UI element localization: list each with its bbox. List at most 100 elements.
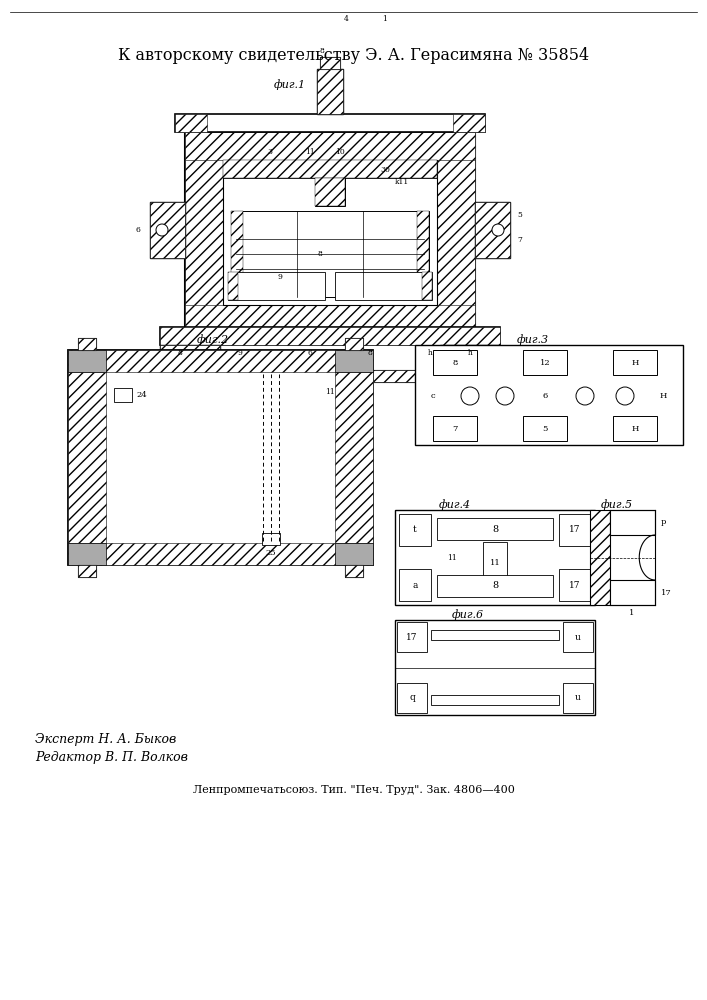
Bar bbox=[320, 57, 340, 69]
Bar bbox=[320, 57, 340, 69]
Text: 25: 25 bbox=[266, 549, 276, 557]
Bar bbox=[395, 620, 595, 715]
Circle shape bbox=[492, 224, 504, 236]
Text: 8: 8 bbox=[452, 359, 457, 367]
Circle shape bbox=[576, 387, 594, 405]
Text: 4: 4 bbox=[344, 15, 349, 23]
Bar bbox=[160, 345, 220, 370]
Bar bbox=[228, 272, 325, 300]
Text: u: u bbox=[575, 694, 581, 702]
Bar bbox=[483, 542, 507, 593]
Circle shape bbox=[616, 387, 634, 405]
Bar bbox=[228, 272, 238, 300]
Bar bbox=[590, 510, 610, 605]
Bar bbox=[437, 132, 475, 327]
Bar bbox=[223, 160, 437, 178]
Text: 7: 7 bbox=[452, 425, 457, 433]
Text: 30: 30 bbox=[380, 166, 390, 174]
Bar bbox=[335, 350, 373, 565]
Bar bbox=[78, 338, 96, 350]
Bar bbox=[317, 69, 343, 114]
Bar bbox=[610, 510, 655, 535]
Bar bbox=[335, 350, 373, 372]
Bar bbox=[160, 327, 500, 345]
Text: H: H bbox=[631, 359, 638, 367]
Text: фиг.4: фиг.4 bbox=[439, 500, 471, 510]
Text: 8: 8 bbox=[368, 349, 373, 357]
Bar bbox=[262, 533, 280, 545]
Text: t: t bbox=[413, 526, 417, 534]
Bar bbox=[335, 272, 432, 300]
Bar bbox=[397, 683, 427, 713]
Text: 24: 24 bbox=[136, 391, 147, 399]
Bar bbox=[431, 630, 559, 640]
Text: 5: 5 bbox=[542, 425, 548, 433]
Bar bbox=[523, 416, 567, 441]
Bar bbox=[590, 510, 610, 605]
Bar bbox=[150, 202, 185, 258]
Text: 17: 17 bbox=[569, 580, 580, 589]
Bar bbox=[150, 370, 510, 382]
Text: 6: 6 bbox=[542, 392, 548, 400]
Text: фиг.2: фиг.2 bbox=[197, 335, 229, 345]
Bar bbox=[563, 622, 593, 652]
Text: 1: 1 bbox=[382, 15, 387, 23]
Bar bbox=[613, 350, 657, 375]
Text: a: a bbox=[412, 580, 418, 589]
Bar bbox=[223, 160, 437, 178]
Text: 8: 8 bbox=[492, 524, 498, 534]
Text: k11: k11 bbox=[395, 178, 409, 186]
Text: фиг.3: фиг.3 bbox=[517, 335, 549, 345]
Bar bbox=[422, 272, 432, 300]
Bar bbox=[437, 518, 553, 540]
Bar bbox=[397, 622, 427, 652]
Bar bbox=[523, 350, 567, 375]
Bar bbox=[160, 327, 500, 345]
Text: 8: 8 bbox=[320, 47, 325, 55]
Bar bbox=[415, 345, 683, 445]
Text: 6: 6 bbox=[308, 349, 312, 357]
Text: 11: 11 bbox=[325, 388, 335, 396]
Bar bbox=[223, 160, 437, 305]
Bar bbox=[114, 388, 132, 402]
Bar bbox=[399, 514, 431, 546]
Bar bbox=[185, 132, 223, 327]
Text: Редактор В. П. Волков: Редактор В. П. Волков bbox=[35, 752, 188, 764]
Text: фиг.1: фиг.1 bbox=[274, 80, 306, 90]
Text: H: H bbox=[631, 425, 638, 433]
Bar bbox=[315, 178, 345, 206]
Circle shape bbox=[461, 387, 479, 405]
Bar bbox=[68, 350, 106, 372]
Bar bbox=[563, 683, 593, 713]
Bar bbox=[417, 211, 429, 297]
Bar bbox=[613, 416, 657, 441]
Bar bbox=[437, 575, 553, 597]
Text: 3: 3 bbox=[267, 148, 272, 156]
Bar bbox=[68, 350, 373, 372]
Text: 6: 6 bbox=[136, 226, 141, 234]
Bar bbox=[610, 580, 655, 605]
Bar bbox=[175, 114, 207, 132]
Text: 12: 12 bbox=[539, 359, 550, 367]
Text: 8: 8 bbox=[317, 250, 322, 258]
Text: c: c bbox=[431, 392, 436, 400]
Bar bbox=[150, 370, 510, 382]
Text: 10: 10 bbox=[335, 148, 345, 156]
Bar bbox=[559, 514, 591, 546]
Text: 5: 5 bbox=[518, 211, 522, 219]
Bar bbox=[231, 211, 429, 297]
Bar bbox=[431, 695, 559, 705]
Text: фиг.6: фиг.6 bbox=[452, 610, 484, 620]
Bar bbox=[317, 69, 343, 114]
Bar bbox=[78, 338, 96, 350]
Text: 11: 11 bbox=[490, 559, 501, 567]
Bar bbox=[345, 338, 363, 350]
Text: 8: 8 bbox=[177, 349, 182, 357]
Text: h: h bbox=[428, 349, 433, 357]
Text: 17: 17 bbox=[407, 633, 418, 642]
Text: 11: 11 bbox=[305, 148, 315, 156]
Bar bbox=[150, 202, 185, 258]
Bar bbox=[185, 132, 475, 160]
Text: 9: 9 bbox=[238, 349, 243, 357]
Text: u: u bbox=[575, 633, 581, 642]
